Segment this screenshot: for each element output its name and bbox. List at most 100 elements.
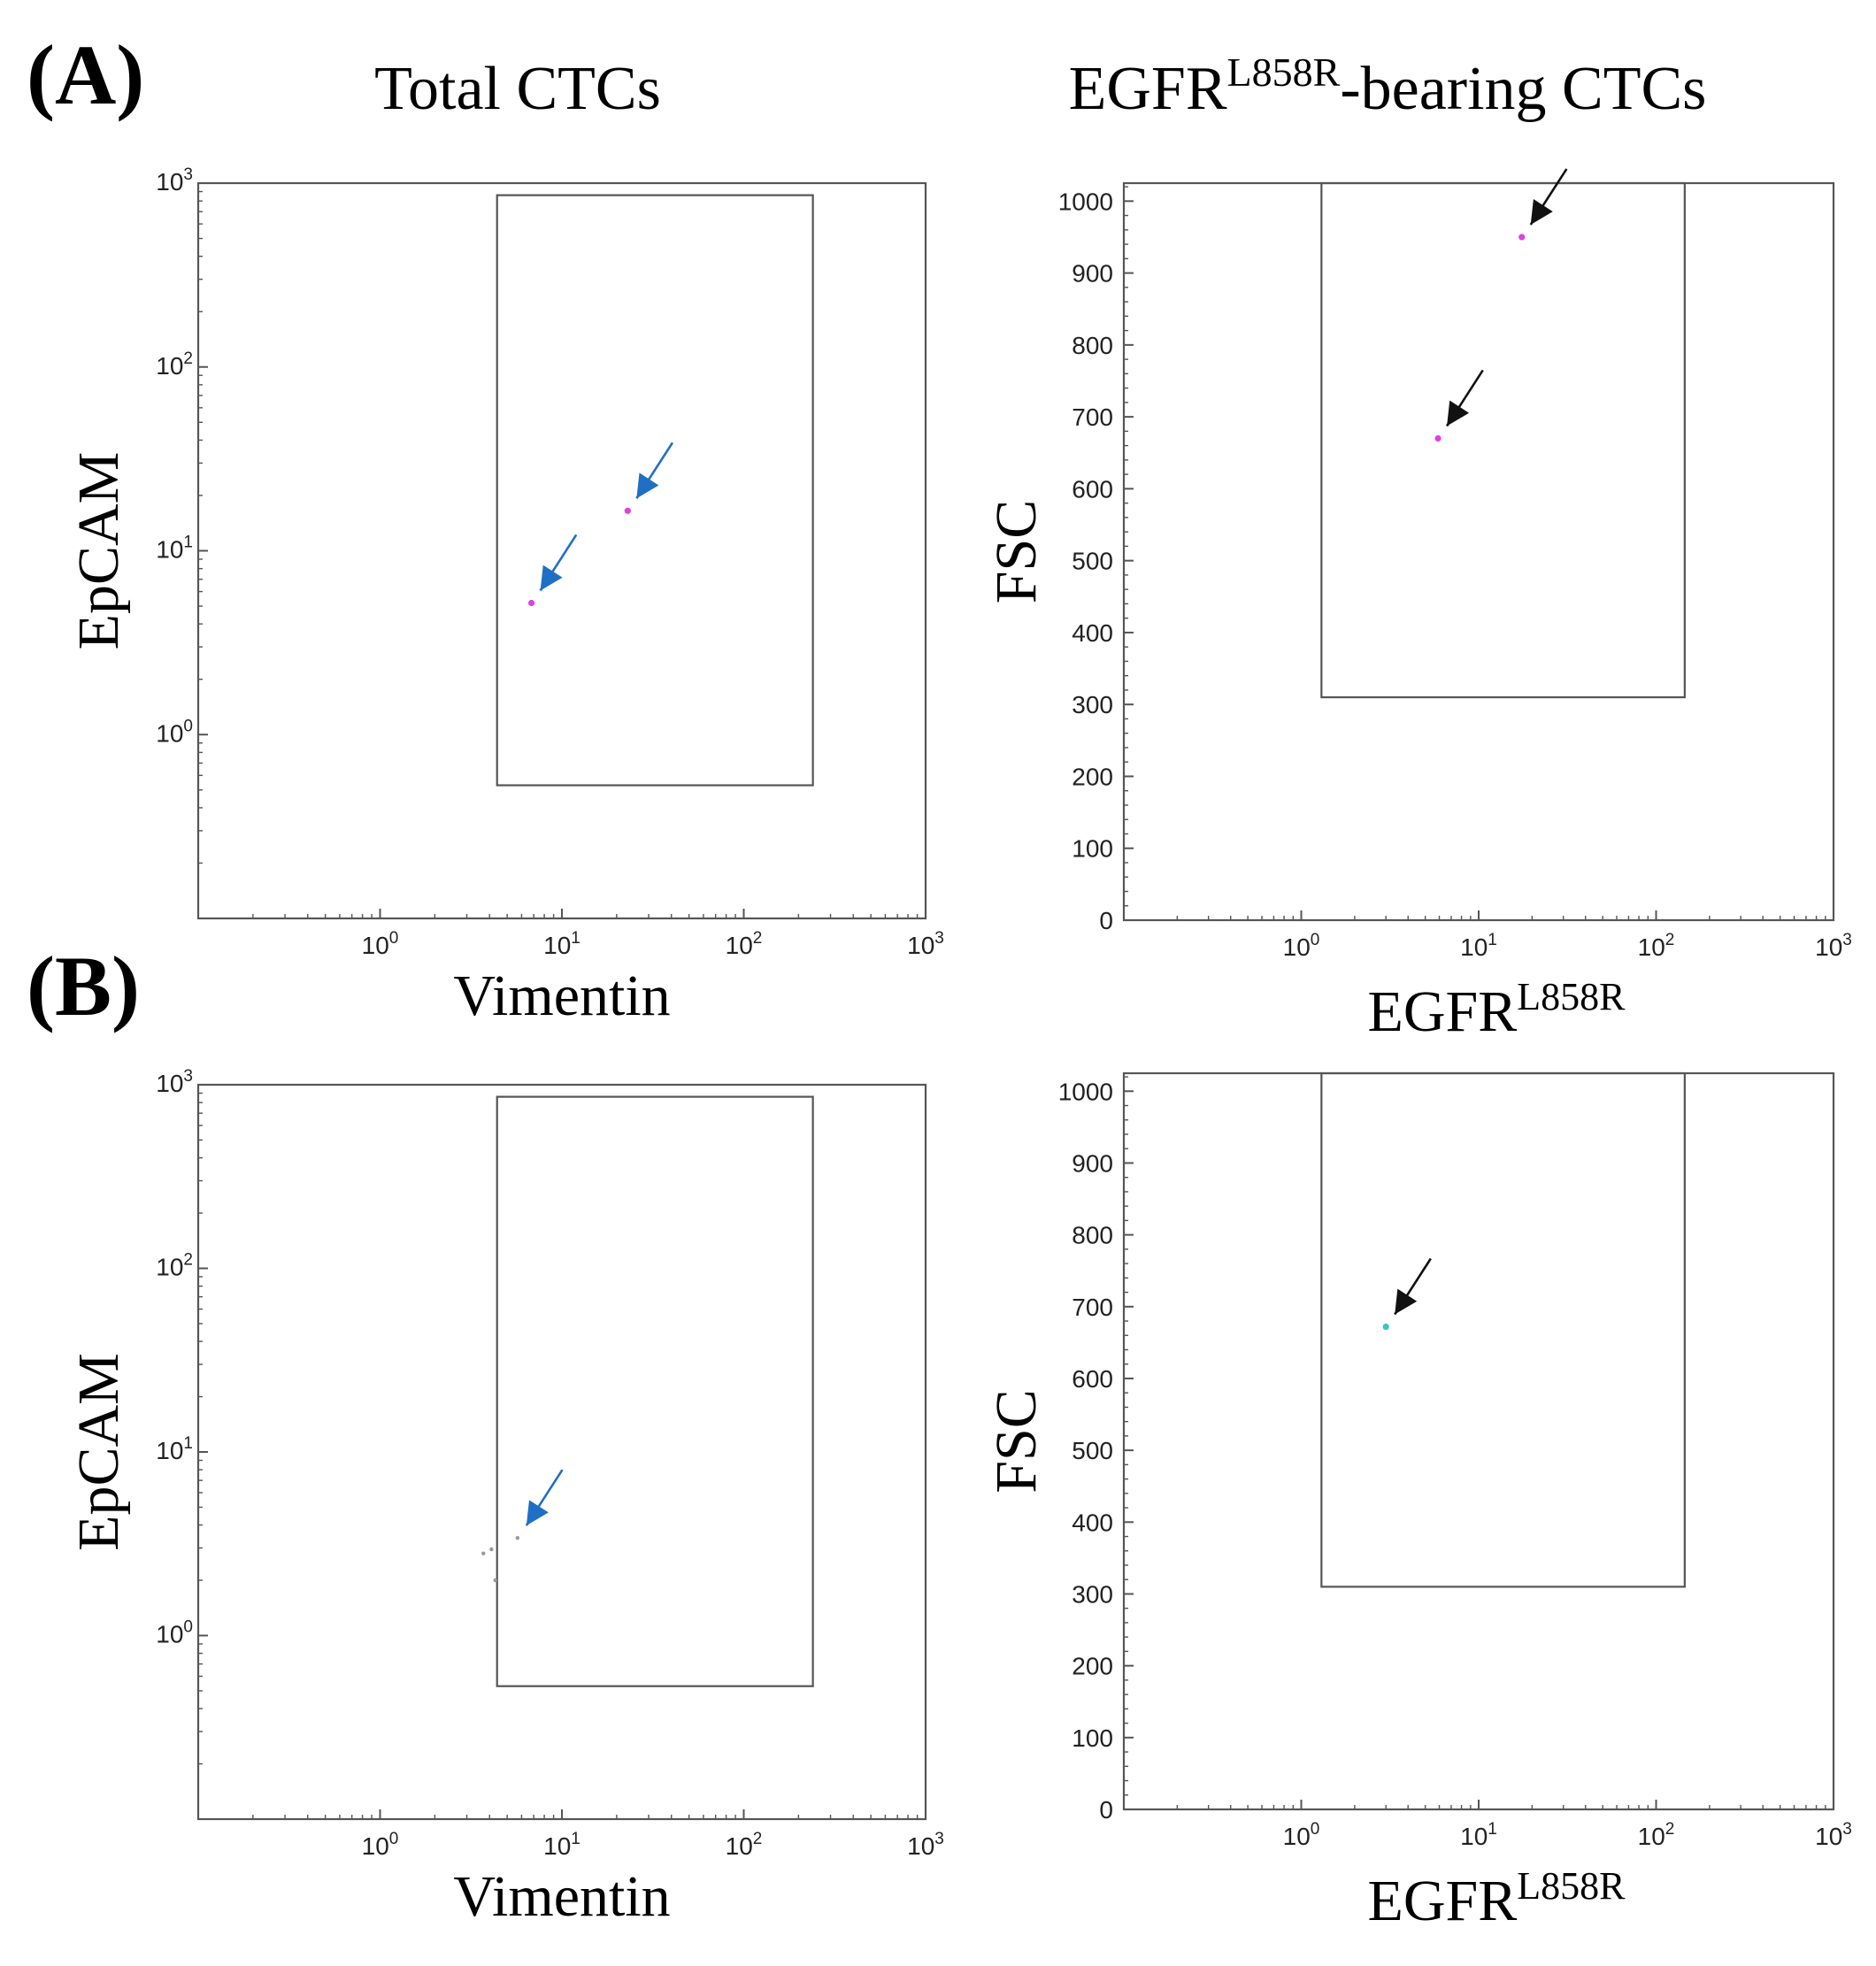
x-tick-label: 101 xyxy=(1460,1820,1497,1850)
y-tick-label: 103 xyxy=(156,165,193,196)
x-tick-base: 10 xyxy=(543,1832,571,1860)
arrow-head xyxy=(636,472,659,499)
x-tick-label: 102 xyxy=(726,929,763,959)
y-tick-label: 200 xyxy=(1072,763,1113,790)
x-tick-exp: 1 xyxy=(1488,931,1497,949)
x-axis-label-main: EGFR xyxy=(1368,979,1518,1044)
gate-region xyxy=(1320,181,1686,699)
data-point xyxy=(493,1578,497,1583)
plot-frame xyxy=(1122,181,1835,922)
y-tick-label: 100 xyxy=(156,717,193,747)
y-axis-label: FSC xyxy=(984,1389,1049,1493)
x-tick-exp: 0 xyxy=(389,1830,399,1848)
x-axis-label: EGFRL858R xyxy=(1368,975,1626,1044)
y-tick-label: 102 xyxy=(156,1251,193,1281)
y-tick-label: 500 xyxy=(1072,1437,1113,1464)
data-point xyxy=(1382,1323,1389,1331)
column-title-egfr-sup: L858R xyxy=(1227,50,1341,95)
y-tick-base: 10 xyxy=(156,168,183,196)
x-tick-label: 102 xyxy=(1638,1820,1675,1850)
x-tick-base: 10 xyxy=(1460,933,1488,961)
x-axis-label-sup: L858R xyxy=(1517,1864,1626,1908)
column-title-egfr-suffix: -bearing CTCs xyxy=(1340,55,1706,123)
y-tick-label: 900 xyxy=(1072,260,1113,288)
arrow-head xyxy=(540,564,563,591)
y-tick-exp: 2 xyxy=(183,349,193,368)
y-tick-label: 700 xyxy=(1072,403,1113,431)
plot-frame xyxy=(196,1083,927,1821)
y-tick-label: 700 xyxy=(1072,1294,1113,1321)
x-tick-exp: 0 xyxy=(389,929,399,948)
y-axis-label: EpCAM xyxy=(66,452,131,650)
data-point xyxy=(624,507,631,514)
x-tick-base: 10 xyxy=(1638,933,1665,961)
y-tick-label: 300 xyxy=(1072,1580,1113,1608)
y-tick-base: 10 xyxy=(156,1621,183,1648)
x-tick-exp: 2 xyxy=(753,1830,763,1848)
x-tick-base: 10 xyxy=(1815,1823,1842,1850)
column-title-total-ctcs: Total CTCs xyxy=(374,55,661,123)
x-tick-exp: 2 xyxy=(1665,931,1675,949)
column-title-egfr-main: EGFR xyxy=(1069,55,1227,123)
x-tick-exp: 3 xyxy=(934,929,944,948)
plot-frame xyxy=(1122,1071,1835,1811)
x-tick-base: 10 xyxy=(1638,1823,1665,1850)
x-tick-label: 103 xyxy=(907,1830,944,1860)
y-tick-base: 10 xyxy=(156,352,183,380)
gate-region xyxy=(496,194,814,787)
x-tick-label: 101 xyxy=(543,1830,580,1860)
y-tick-label: 800 xyxy=(1072,332,1113,359)
x-tick-exp: 1 xyxy=(1488,1820,1497,1839)
y-tick-label: 400 xyxy=(1072,1509,1113,1536)
y-tick-exp: 0 xyxy=(183,1618,193,1637)
y-tick-label: 100 xyxy=(1072,1724,1113,1752)
x-tick-label: 103 xyxy=(1815,931,1852,961)
x-tick-label: 102 xyxy=(1638,931,1675,961)
x-tick-base: 10 xyxy=(1815,933,1842,961)
y-tick-base: 10 xyxy=(156,719,183,747)
y-tick-label: 101 xyxy=(156,534,193,564)
y-tick-label: 0 xyxy=(1099,907,1113,934)
data-point xyxy=(1434,434,1442,442)
x-axis-label-main: EGFR xyxy=(1368,1869,1518,1933)
x-axis-label-sup: L858R xyxy=(1517,975,1626,1018)
panel-label-b: (B) xyxy=(27,939,140,1033)
data-point xyxy=(515,1536,520,1540)
gate-region xyxy=(1320,1071,1686,1588)
x-tick-base: 10 xyxy=(907,932,934,959)
gate-region xyxy=(496,1095,814,1687)
x-tick-exp: 3 xyxy=(1842,931,1852,949)
y-tick-label: 0 xyxy=(1099,1796,1113,1824)
y-tick-label: 1000 xyxy=(1058,1078,1113,1105)
x-tick-base: 10 xyxy=(1283,1823,1311,1850)
y-tick-label: 100 xyxy=(156,1618,193,1648)
x-tick-exp: 1 xyxy=(571,1830,580,1848)
x-tick-base: 10 xyxy=(1460,1823,1488,1850)
arrow-head xyxy=(526,1500,549,1526)
x-tick-label: 103 xyxy=(1815,1820,1852,1850)
y-tick-base: 10 xyxy=(156,1070,183,1097)
y-tick-label: 300 xyxy=(1072,691,1113,718)
x-tick-base: 10 xyxy=(543,932,571,959)
arrow-head xyxy=(1447,400,1470,426)
y-axis-label: FSC xyxy=(984,500,1049,603)
y-tick-label: 1000 xyxy=(1058,188,1113,215)
y-tick-base: 10 xyxy=(156,1254,183,1281)
x-tick-exp: 2 xyxy=(753,929,763,948)
y-tick-label: 600 xyxy=(1072,1365,1113,1393)
y-tick-exp: 1 xyxy=(183,1434,193,1453)
x-tick-label: 100 xyxy=(1283,931,1320,961)
arrow-head xyxy=(1395,1288,1418,1315)
y-tick-label: 400 xyxy=(1072,619,1113,647)
chart-b-egfr-fsc: 100 101 102 1030100200300400500600700800900… xyxy=(984,1071,1852,1933)
data-point xyxy=(527,599,535,607)
y-tick-exp: 3 xyxy=(183,1067,193,1086)
y-tick-label: 800 xyxy=(1072,1222,1113,1249)
y-tick-label: 600 xyxy=(1072,475,1113,503)
y-tick-exp: 1 xyxy=(183,534,193,552)
x-tick-label: 100 xyxy=(362,929,399,959)
x-tick-base: 10 xyxy=(362,1832,389,1860)
